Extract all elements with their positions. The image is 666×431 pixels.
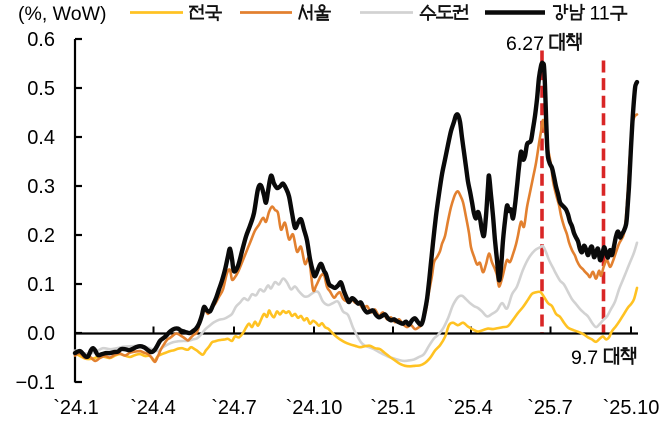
svg-text:0.1: 0.1 xyxy=(27,274,55,296)
svg-text:0.2: 0.2 xyxy=(27,225,55,247)
svg-text:0.3: 0.3 xyxy=(27,176,55,198)
svg-text:`25.1: `25.1 xyxy=(370,397,416,419)
svg-text:9.7: 9.7 xyxy=(571,347,598,369)
svg-text:`25.10: `25.10 xyxy=(603,397,660,419)
svg-text:−0.1: −0.1 xyxy=(16,372,55,394)
svg-text:0.4: 0.4 xyxy=(27,127,55,149)
svg-text:`24.10: `24.10 xyxy=(286,397,343,419)
svg-text:0.0: 0.0 xyxy=(27,323,55,345)
svg-text:`24.1: `24.1 xyxy=(53,397,99,419)
svg-text:`25.7: `25.7 xyxy=(527,397,573,419)
svg-text:11: 11 xyxy=(590,3,610,25)
svg-text:6.27: 6.27 xyxy=(506,33,544,55)
svg-text:(%, WoW): (%, WoW) xyxy=(18,3,106,25)
svg-text:0.5: 0.5 xyxy=(27,78,55,100)
svg-text:`24.4: `24.4 xyxy=(130,397,176,419)
svg-text:`25.4: `25.4 xyxy=(447,397,493,419)
svg-text:`24.7: `24.7 xyxy=(211,397,257,419)
svg-text:0.6: 0.6 xyxy=(27,29,55,51)
